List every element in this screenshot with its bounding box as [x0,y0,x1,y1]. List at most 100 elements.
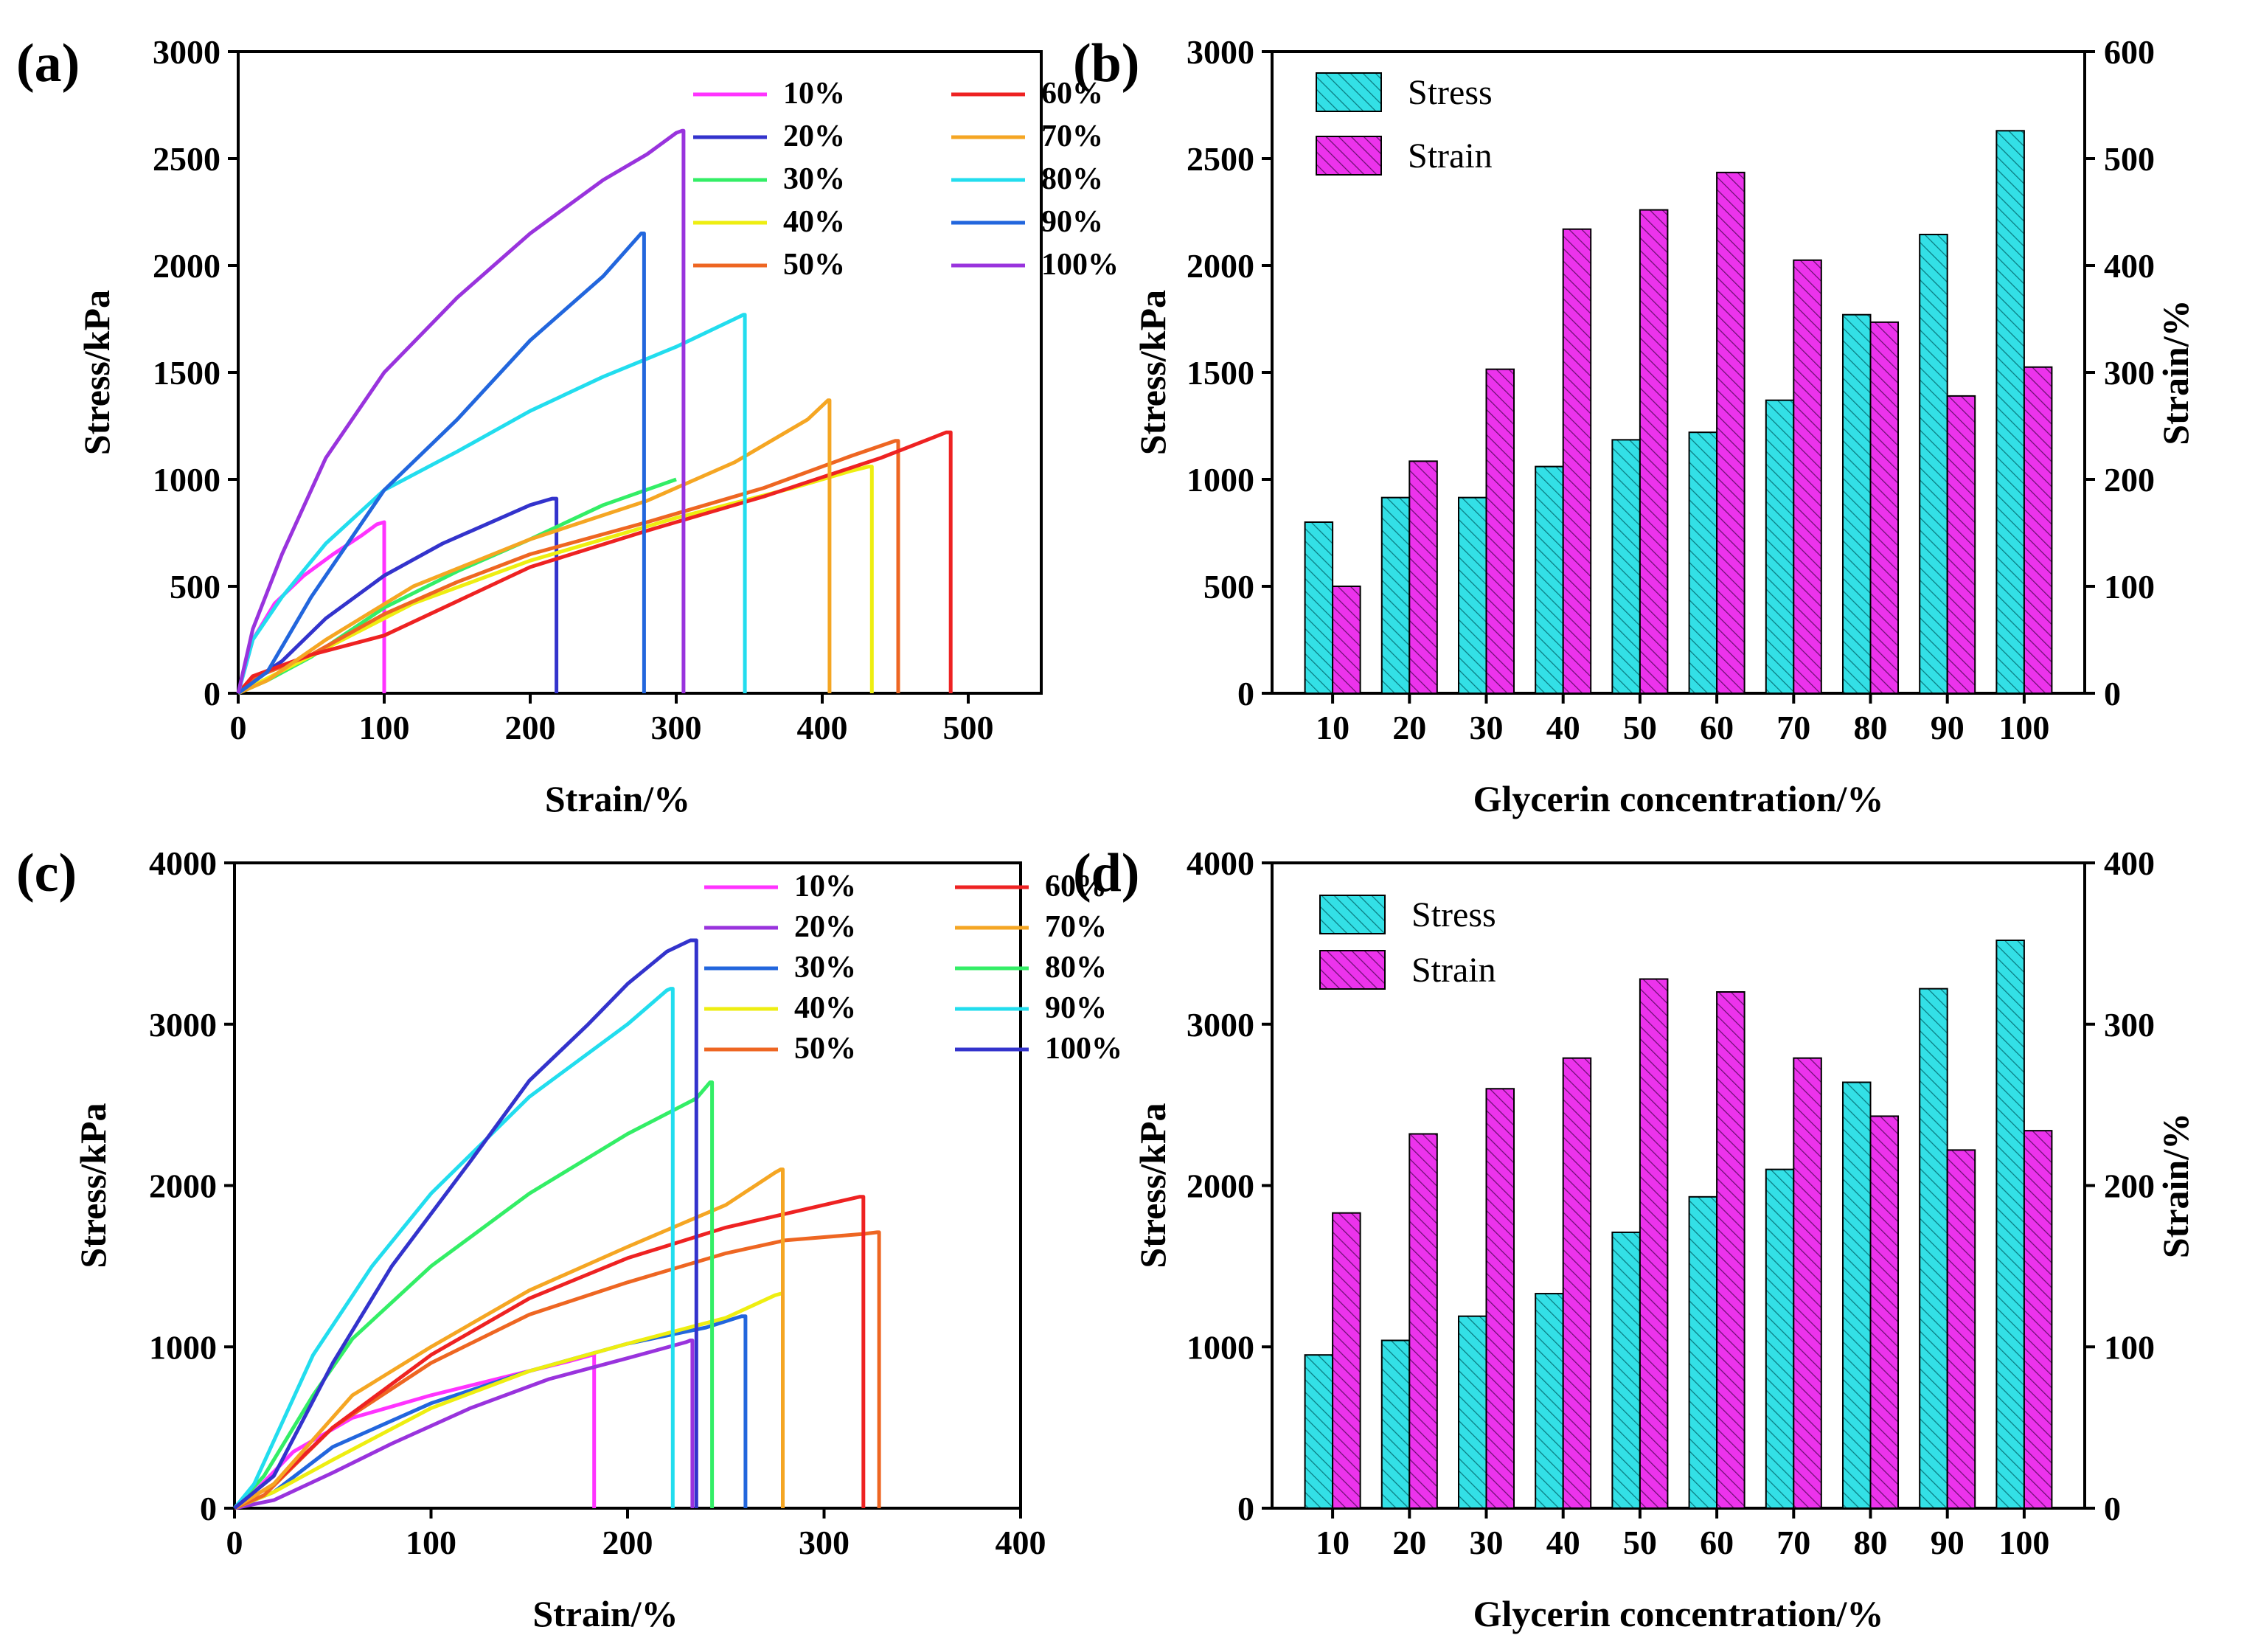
series-line-70pct [233,1167,785,1510]
strain-bar-10 [1332,1212,1361,1509]
stress-bar-60 [1688,431,1718,694]
x-tick-label: 90 [1931,1524,1965,1561]
legend-label: 80% [1045,951,1107,985]
y-axis-title: Stress/kPa [76,290,117,455]
stress-bar-70 [1765,1168,1795,1509]
x-tick-label: 50 [1623,709,1657,746]
y-tick-label: 3000 [1187,33,1254,71]
strain-bar-80 [1869,321,1900,694]
y-tick-label: 0 [1237,675,1254,712]
legend-label: 40% [794,991,856,1025]
x-tick-label: 400 [996,1524,1046,1561]
x-tick-label: 80 [1854,709,1888,746]
y-right-tick-label: 300 [2104,1006,2155,1044]
x-tick-label: 300 [651,709,702,746]
strain-bar-30 [1485,1088,1515,1509]
y-right-tick-label: 400 [2104,844,2155,882]
stress-bar-30 [1457,496,1487,695]
y-tick-label: 500 [1203,568,1254,605]
x-tick-label: 0 [230,709,247,746]
strain-bar-10 [1332,586,1361,694]
x-axis-title: Strain/% [532,1593,678,1634]
strain-bar-100 [2023,1130,2053,1509]
x-tick-label: 60 [1700,1524,1734,1561]
y-right-tick-label: 100 [2104,1328,2155,1366]
x-axis-title: Glycerin concentration/% [1473,1593,1884,1634]
y-right-tick-label: 0 [2104,1490,2121,1527]
legend-label: Strain [1408,136,1493,176]
y-tick-label: 1000 [1187,461,1254,499]
y-right-tick-label: 200 [2104,461,2155,499]
stress-bar-90 [1919,988,1948,1509]
strain-bar-40 [1562,1057,1592,1509]
x-tick-label: 70 [1776,1524,1810,1561]
stress-bar-100 [1995,940,2025,1509]
legend-label: 40% [783,205,845,239]
x-tick-label: 10 [1316,709,1349,746]
panel-a: (a) 0 500 1000 1500 2000 2500 3000 0 100 200 300 400… [16,33,1119,819]
x-tick-label: 100 [1998,1524,2049,1561]
strain-bar-50 [1639,978,1669,1509]
series-line-70pct [237,398,832,695]
x-tick-label: 100 [406,1524,456,1561]
legend-swatch [1316,136,1382,176]
panel-label: (a) [16,33,80,94]
x-tick-label: 500 [943,709,994,746]
y-tick-label: 2000 [153,247,220,285]
stress-bar-20 [1380,1339,1411,1509]
x-axis-title: Strain/% [545,778,690,819]
x-tick-label: 200 [602,1524,653,1561]
plot-frame [237,50,1043,695]
y-right-tick-label: 500 [2104,140,2155,178]
panel-label: (c) [16,843,77,903]
y-right-tick-label: 600 [2104,33,2155,71]
stress-bar-40 [1535,465,1564,694]
strain-bar-40 [1562,228,1592,694]
stress-bar-50 [1611,1231,1641,1509]
series-line-100pct [233,938,698,1510]
x-tick-label: 30 [1470,709,1504,746]
y-tick-label: 1000 [1187,1328,1254,1366]
panel-d: (d) 0 1000 2000 3000 4000 0 100 200 300 400 Stress/… [1073,843,2196,1634]
y-tick-label: 4000 [149,844,217,882]
series-line-100pct [236,128,686,694]
legend-label: 70% [1041,119,1103,153]
legend-label: 10% [794,870,856,903]
legend-label: 90% [1045,991,1107,1025]
legend-label: 20% [783,119,845,153]
y-tick-label: 1000 [153,461,220,499]
legend-label: Strain [1411,951,1496,990]
y-right-tick-label: 100 [2104,568,2155,605]
y-tick-label: 2000 [1187,1167,1254,1205]
x-tick-label: 20 [1392,709,1426,746]
legend-label: Stress [1411,895,1496,934]
panel-label: (d) [1073,843,1139,903]
y-tick-label: 1500 [1187,354,1254,392]
y-right-tick-label: 200 [2104,1167,2155,1205]
y-tick-label: 500 [170,568,220,605]
series-line-90pct [237,232,646,695]
x-tick-label: 60 [1700,709,1734,746]
y-tick-label: 2000 [149,1167,217,1205]
strain-bar-50 [1639,209,1669,695]
y-right-tick-label: 400 [2104,247,2155,285]
strain-bar-100 [2023,366,2053,694]
x-tick-label: 300 [799,1524,850,1561]
series-line-80pct [236,313,747,694]
y-tick-label: 2000 [1187,247,1254,285]
series-line-20pct [234,1339,695,1510]
stress-bar-70 [1765,399,1795,694]
x-tick-label: 40 [1546,1524,1580,1561]
x-tick-label: 40 [1546,709,1580,746]
y-tick-label: 1500 [153,354,220,392]
legend-label: 20% [794,910,856,944]
series-line-60pct [233,1195,866,1510]
x-tick-label: 400 [797,709,848,746]
stress-bar-60 [1688,1195,1718,1509]
legend-swatch [1319,950,1386,990]
x-tick-label: 20 [1392,1524,1426,1561]
legend-label: 50% [783,248,845,282]
y-tick-label: 4000 [1187,844,1254,882]
legend-label: 30% [783,162,845,196]
panel-b: (b) 0 500 1000 1500 2000 2500 3000 0 100 200 300 400… [1073,33,2196,819]
